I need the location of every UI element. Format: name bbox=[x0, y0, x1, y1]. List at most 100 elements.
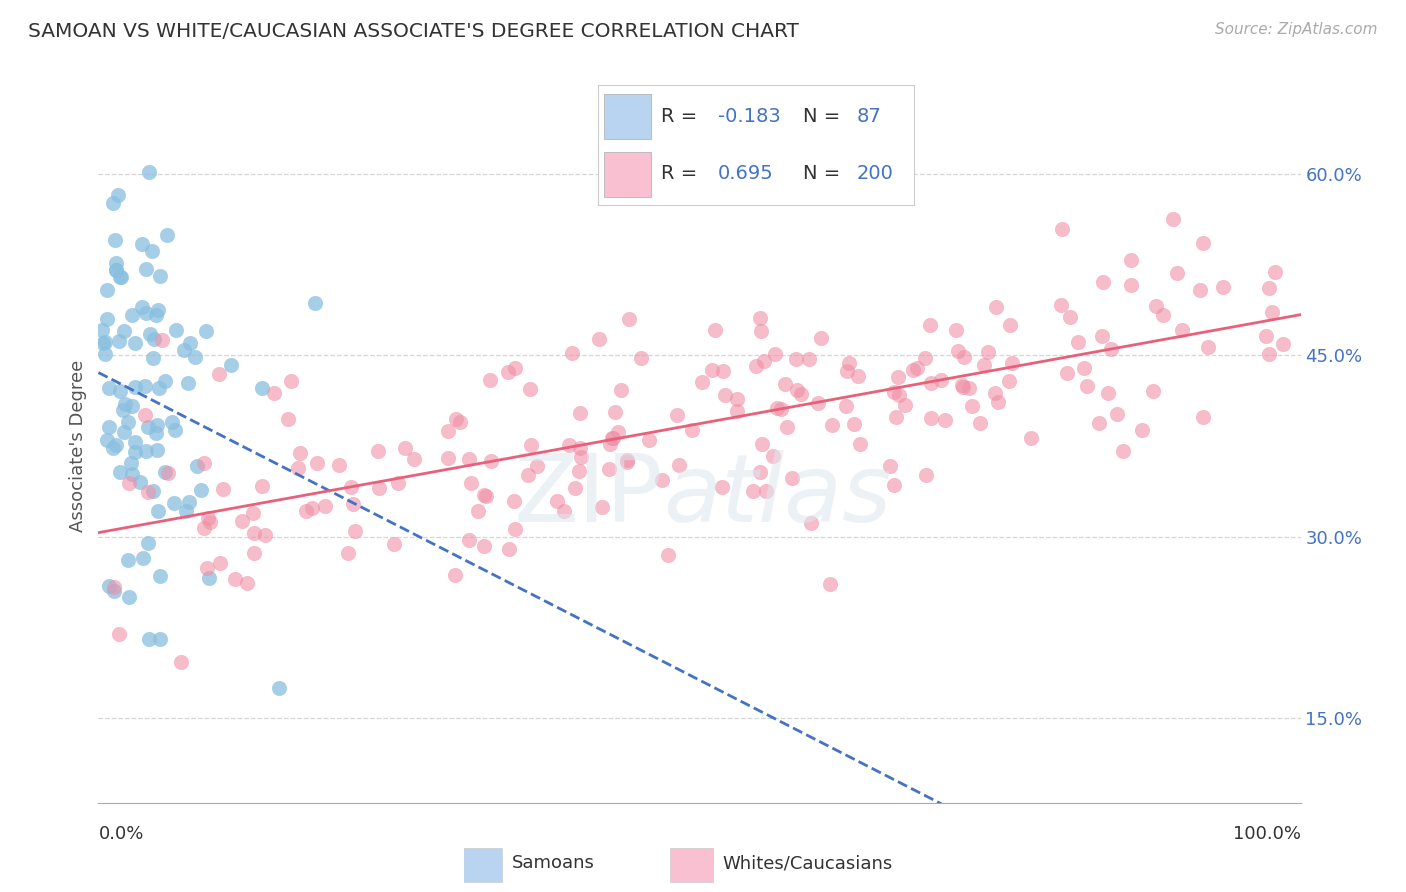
Point bbox=[1076, 379, 1098, 393]
Point bbox=[748, 311, 770, 326]
Point bbox=[1119, 252, 1142, 267]
Point bbox=[519, 382, 541, 396]
Point bbox=[901, 363, 924, 377]
Point bbox=[977, 344, 1000, 359]
Point bbox=[104, 233, 127, 247]
Point bbox=[235, 575, 257, 590]
Point bbox=[780, 471, 803, 485]
Point bbox=[598, 462, 620, 476]
Point bbox=[103, 584, 125, 599]
Point bbox=[250, 381, 273, 395]
Point bbox=[838, 356, 860, 370]
Point bbox=[457, 533, 479, 547]
Point bbox=[503, 360, 526, 375]
Point bbox=[752, 354, 775, 368]
Point bbox=[104, 263, 127, 277]
Point bbox=[1258, 347, 1281, 361]
Point bbox=[96, 283, 118, 297]
Point bbox=[883, 385, 905, 400]
Point bbox=[219, 358, 242, 372]
Point bbox=[998, 318, 1021, 332]
Point bbox=[328, 458, 350, 472]
Point bbox=[368, 481, 391, 495]
FancyBboxPatch shape bbox=[460, 847, 502, 882]
Point bbox=[177, 495, 200, 509]
Point bbox=[749, 465, 772, 479]
Text: 0.0%: 0.0% bbox=[98, 825, 143, 843]
Point bbox=[165, 323, 187, 337]
FancyBboxPatch shape bbox=[605, 95, 651, 139]
Point bbox=[568, 441, 591, 455]
Point bbox=[146, 418, 169, 433]
Point bbox=[1142, 384, 1164, 399]
Point bbox=[111, 403, 134, 417]
Point bbox=[243, 546, 266, 560]
Text: ZIP: ZIP bbox=[513, 450, 664, 542]
Point bbox=[918, 318, 941, 332]
Point bbox=[714, 388, 737, 402]
Point bbox=[745, 359, 768, 373]
Point bbox=[156, 466, 179, 480]
Point bbox=[763, 347, 786, 361]
Point bbox=[301, 501, 323, 516]
Point bbox=[546, 493, 568, 508]
Point bbox=[135, 262, 157, 277]
Point bbox=[969, 416, 991, 430]
Point bbox=[887, 369, 910, 384]
Text: N =: N = bbox=[803, 106, 846, 126]
Point bbox=[1067, 335, 1090, 350]
Point bbox=[253, 528, 276, 542]
Point bbox=[367, 444, 389, 458]
Point bbox=[145, 442, 167, 457]
Point bbox=[1050, 298, 1073, 312]
Point bbox=[402, 452, 425, 467]
Point bbox=[498, 541, 520, 556]
Point bbox=[436, 451, 458, 466]
Point bbox=[610, 383, 633, 397]
Point bbox=[184, 350, 207, 364]
Point bbox=[1189, 283, 1212, 297]
Point bbox=[1152, 309, 1174, 323]
Point bbox=[773, 377, 796, 392]
Point bbox=[973, 358, 995, 372]
Point bbox=[344, 524, 367, 539]
Point bbox=[1260, 305, 1282, 319]
Point bbox=[884, 409, 907, 424]
Point bbox=[131, 237, 153, 252]
Point bbox=[725, 404, 748, 418]
Point bbox=[444, 567, 467, 582]
Point bbox=[564, 481, 586, 495]
Point bbox=[287, 461, 309, 475]
Point bbox=[114, 397, 136, 411]
Point bbox=[186, 459, 208, 474]
Point bbox=[946, 344, 969, 359]
Point bbox=[1097, 386, 1119, 401]
Point bbox=[472, 539, 495, 553]
Point bbox=[120, 456, 142, 470]
Point bbox=[176, 376, 198, 391]
Point bbox=[776, 420, 799, 434]
Point bbox=[121, 399, 143, 413]
Point bbox=[960, 399, 983, 413]
Point bbox=[846, 368, 869, 383]
Point bbox=[394, 442, 416, 456]
Point bbox=[599, 437, 621, 451]
Point bbox=[340, 481, 363, 495]
Point bbox=[1056, 366, 1078, 380]
Point bbox=[1192, 236, 1215, 251]
Point bbox=[142, 483, 165, 498]
Point bbox=[945, 323, 967, 337]
Point bbox=[657, 549, 679, 563]
Point bbox=[198, 571, 221, 585]
Point bbox=[145, 426, 167, 441]
Point bbox=[472, 488, 495, 502]
Point bbox=[638, 434, 661, 448]
Point bbox=[146, 504, 169, 518]
Point bbox=[136, 536, 159, 550]
Point bbox=[950, 377, 973, 392]
Point bbox=[1052, 221, 1074, 235]
Point bbox=[503, 494, 526, 508]
Point bbox=[848, 437, 870, 451]
Point bbox=[668, 458, 690, 472]
Point bbox=[190, 483, 212, 497]
